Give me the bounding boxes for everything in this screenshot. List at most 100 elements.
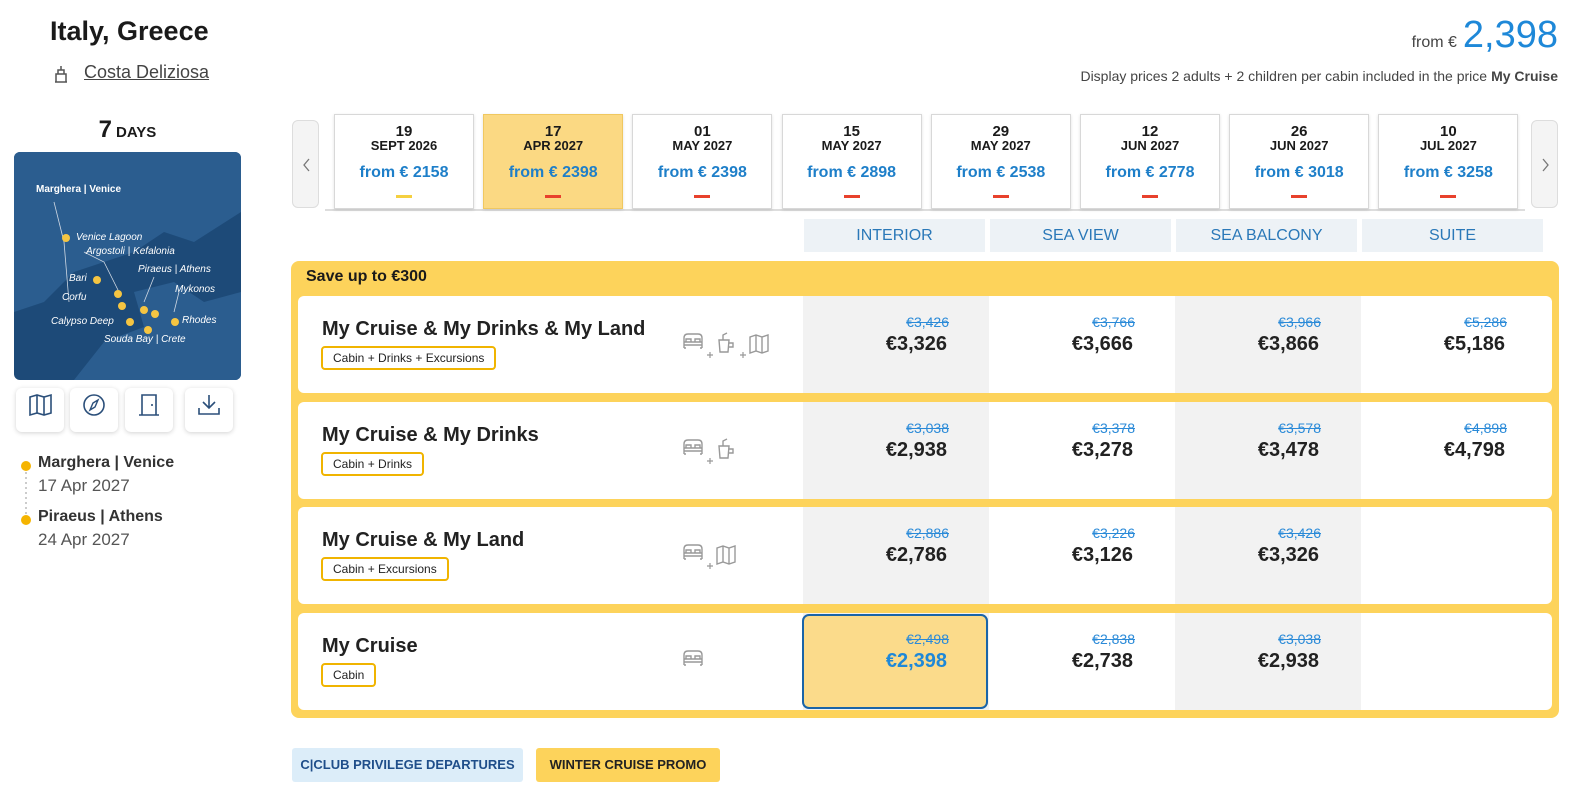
price-cell[interactable]: €2,498 €2,398 bbox=[803, 613, 987, 710]
column-shade bbox=[1175, 296, 1361, 393]
date-price: from € 3258 bbox=[1403, 164, 1493, 181]
date-card[interactable]: 10 JUL 2027 from € 3258 bbox=[1378, 114, 1519, 209]
old-price: €3,578 bbox=[1278, 420, 1321, 436]
cabin-header[interactable]: INTERIOR bbox=[804, 219, 985, 252]
column-shade bbox=[803, 296, 989, 393]
date-card[interactable]: 17 APR 2027 from € 2398 bbox=[483, 114, 624, 209]
date-indicator bbox=[545, 195, 562, 198]
price-cell[interactable]: €3,378 €3,278 bbox=[989, 402, 1173, 499]
date-day: 15 bbox=[843, 123, 860, 140]
new-price: €4,798 bbox=[1443, 439, 1505, 461]
new-price: €3,326 bbox=[885, 333, 947, 355]
price-cell[interactable]: €4,898 €4,798 bbox=[1361, 402, 1545, 499]
itinerary-map[interactable]: Marghera | Venice Venice Lagoon Argostoli … bbox=[14, 152, 241, 380]
date-price: from € 2158 bbox=[359, 164, 449, 181]
price-cell[interactable]: €3,038 €2,938 bbox=[803, 402, 987, 499]
tool-icon bbox=[198, 395, 220, 415]
package-tag: Cabin + Excursions bbox=[321, 557, 449, 581]
tool-button[interactable] bbox=[16, 388, 64, 432]
price-cell[interactable]: €3,578 €3,478 bbox=[1175, 402, 1359, 499]
date-price: from € 2538 bbox=[956, 164, 1046, 181]
price-cell[interactable]: €3,766 €3,666 bbox=[989, 296, 1173, 393]
feature-icon bbox=[715, 332, 737, 354]
plus-separator bbox=[706, 557, 714, 569]
duration: 7 DAYS bbox=[14, 116, 241, 144]
plus-separator-graphic bbox=[707, 458, 713, 464]
feature-icon bbox=[682, 438, 704, 460]
price-cell[interactable]: €3,038 €2,938 bbox=[1175, 613, 1359, 710]
date-month: JUN 2027 bbox=[1120, 138, 1180, 153]
carousel-arrow-graphic bbox=[1542, 158, 1549, 172]
price-cell[interactable]: €3,426 €3,326 bbox=[803, 296, 987, 393]
old-price: €2,838 bbox=[1092, 631, 1135, 647]
date-price: from € 2398 bbox=[657, 164, 747, 181]
ship-icon bbox=[52, 64, 70, 84]
package-tag: Cabin + Drinks bbox=[321, 452, 425, 476]
plus-separator bbox=[739, 346, 747, 358]
stops-timeline bbox=[19, 458, 33, 528]
feature-icon bbox=[715, 438, 737, 460]
cabin-header[interactable]: SUITE bbox=[1362, 219, 1543, 252]
date-month: MAY 2027 bbox=[821, 138, 882, 153]
date-card[interactable]: 29 MAY 2027 from € 2538 bbox=[930, 114, 1071, 209]
new-price: €5,186 bbox=[1443, 333, 1505, 355]
cabin-header[interactable]: SEA BALCONY bbox=[1176, 219, 1357, 252]
feature-icon bbox=[748, 332, 770, 354]
tool-button[interactable] bbox=[185, 388, 233, 432]
date-day: 19 bbox=[395, 123, 413, 140]
new-price: €2,786 bbox=[885, 544, 947, 566]
column-shade bbox=[1175, 402, 1361, 499]
price-cell[interactable]: €5,286 €5,186 bbox=[1361, 296, 1545, 393]
carousel-arrow[interactable] bbox=[292, 120, 319, 208]
date-day: 12 bbox=[1141, 123, 1159, 140]
feature-icon-graphic bbox=[683, 650, 703, 666]
ship-link[interactable]: Costa Deliziosa bbox=[84, 62, 210, 82]
stop-port: Marghera | Venice bbox=[38, 454, 175, 471]
date-card[interactable]: 19 SEPT 2026 from € 2158 bbox=[334, 114, 474, 209]
tool-icon bbox=[139, 394, 159, 416]
carousel-arrow[interactable] bbox=[1531, 120, 1558, 208]
column-shade bbox=[803, 507, 989, 604]
date-month: JUN 2027 bbox=[1269, 138, 1329, 153]
map-label: Corfu bbox=[62, 292, 87, 303]
header-price: from € 2,398 bbox=[1412, 14, 1558, 57]
price-cell[interactable]: €2,838 €2,738 bbox=[989, 613, 1173, 710]
selected-cell[interactable] bbox=[802, 614, 988, 709]
map-label: Argostoli | Kefalonia bbox=[86, 246, 175, 257]
cabin-header[interactable]: SEA VIEW bbox=[990, 219, 1171, 252]
badge[interactable]: WINTER CRUISE PROMO bbox=[536, 748, 720, 782]
carousel-rule bbox=[325, 209, 1525, 211]
price-note: Display prices 2 adults + 2 children per… bbox=[1080, 68, 1558, 84]
price-cell[interactable]: €3,226 €3,126 bbox=[989, 507, 1173, 604]
date-card[interactable]: 12 JUN 2027 from € 2778 bbox=[1080, 114, 1220, 209]
plus-separator bbox=[706, 346, 714, 358]
date-day: 01 bbox=[694, 123, 711, 140]
date-indicator bbox=[1142, 195, 1158, 198]
price-cell[interactable]: €3,426 €3,326 bbox=[1175, 507, 1359, 604]
offer-title: Save up to €300 bbox=[306, 268, 427, 285]
date-card[interactable]: 26 JUN 2027 from € 3018 bbox=[1229, 114, 1370, 209]
feature-icon-graphic bbox=[718, 332, 734, 353]
old-price: €4,898 bbox=[1464, 420, 1507, 436]
tool-button[interactable] bbox=[70, 388, 118, 432]
column-shade bbox=[803, 402, 989, 499]
tool-button[interactable] bbox=[125, 388, 173, 432]
map-label: Rhodes bbox=[182, 315, 217, 326]
feature-icon-graphic bbox=[683, 544, 703, 560]
plus-separator-graphic bbox=[707, 563, 713, 569]
old-price: €2,886 bbox=[906, 525, 949, 541]
price-cell[interactable]: €3,966 €3,866 bbox=[1175, 296, 1359, 393]
price-cell[interactable]: €2,886 €2,786 bbox=[803, 507, 987, 604]
duration-unit: DAYS bbox=[116, 124, 157, 141]
feature-icon bbox=[715, 543, 737, 565]
date-card[interactable]: 01 MAY 2027 from € 2398 bbox=[632, 114, 773, 209]
date-day: 10 bbox=[1440, 123, 1457, 140]
package-tag: Cabin bbox=[321, 663, 377, 687]
badge[interactable]: C|CLUB PRIVILEGE DEPARTURES bbox=[292, 748, 523, 782]
old-price: €3,766 bbox=[1092, 314, 1135, 330]
carousel-arrow-graphic bbox=[303, 158, 310, 172]
date-card[interactable]: 15 MAY 2027 from € 2898 bbox=[781, 114, 922, 209]
package-name: My Cruise & My Drinks bbox=[322, 424, 539, 446]
old-price: €3,966 bbox=[1278, 314, 1321, 330]
